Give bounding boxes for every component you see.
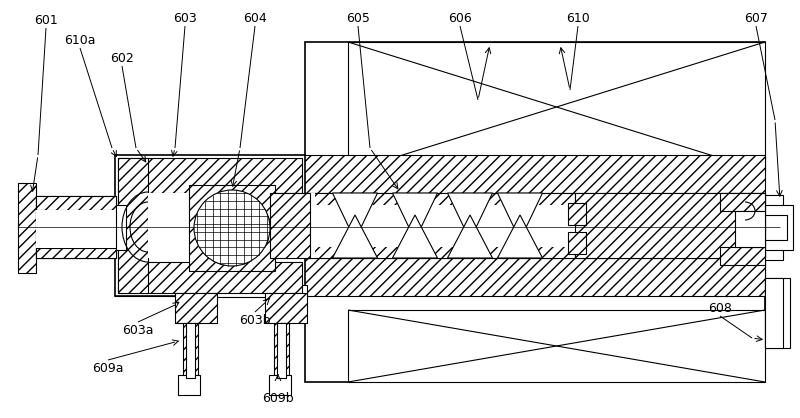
Bar	[265, 293, 307, 323]
Bar	[765, 215, 787, 240]
Text: 608: 608	[708, 301, 732, 314]
Bar	[270, 193, 310, 258]
Text: 609a: 609a	[92, 362, 124, 375]
Bar	[348, 42, 765, 172]
Bar	[568, 203, 586, 225]
Bar	[720, 193, 765, 211]
Text: 609b: 609b	[262, 392, 294, 405]
Bar	[36, 196, 116, 210]
Polygon shape	[447, 215, 493, 258]
Bar	[36, 248, 116, 258]
Bar	[274, 323, 289, 378]
Circle shape	[194, 190, 270, 266]
Text: 603: 603	[173, 12, 197, 25]
Bar	[178, 375, 200, 395]
Text: 610a: 610a	[64, 33, 96, 46]
Bar	[189, 185, 275, 271]
Bar	[765, 278, 790, 348]
Bar	[269, 375, 291, 395]
Polygon shape	[498, 215, 542, 258]
Bar	[175, 285, 307, 297]
Bar	[36, 196, 116, 258]
Bar	[115, 155, 765, 193]
Bar	[116, 205, 126, 250]
Polygon shape	[333, 193, 378, 240]
Bar	[568, 232, 586, 254]
Text: 601: 601	[34, 13, 58, 26]
Bar	[348, 310, 765, 382]
Bar	[175, 293, 217, 323]
Bar	[305, 193, 575, 258]
Text: 610: 610	[566, 12, 590, 25]
Text: 607: 607	[744, 12, 768, 25]
Bar	[18, 183, 36, 273]
Bar	[277, 323, 286, 378]
Text: 603a: 603a	[122, 324, 154, 336]
Bar	[115, 258, 765, 296]
Bar	[575, 193, 765, 258]
Bar	[118, 262, 302, 293]
Bar	[765, 195, 783, 260]
Text: 602: 602	[110, 51, 134, 64]
Text: 603b: 603b	[239, 314, 271, 326]
Bar	[735, 211, 765, 247]
Polygon shape	[498, 193, 542, 240]
Bar	[186, 323, 195, 378]
Polygon shape	[447, 193, 493, 240]
Text: 606: 606	[448, 12, 472, 25]
Text: 604: 604	[243, 12, 267, 25]
Bar	[183, 323, 198, 378]
Text: 605: 605	[346, 12, 370, 25]
Bar	[305, 205, 575, 247]
Bar	[765, 205, 793, 250]
Bar	[765, 278, 783, 348]
Bar	[148, 193, 315, 258]
Polygon shape	[393, 193, 438, 240]
Bar	[118, 158, 148, 293]
Bar	[720, 247, 765, 265]
Bar	[115, 155, 305, 296]
Polygon shape	[333, 215, 378, 258]
Bar	[36, 210, 116, 248]
Polygon shape	[393, 215, 438, 258]
Bar	[305, 42, 765, 382]
Bar	[118, 158, 302, 193]
